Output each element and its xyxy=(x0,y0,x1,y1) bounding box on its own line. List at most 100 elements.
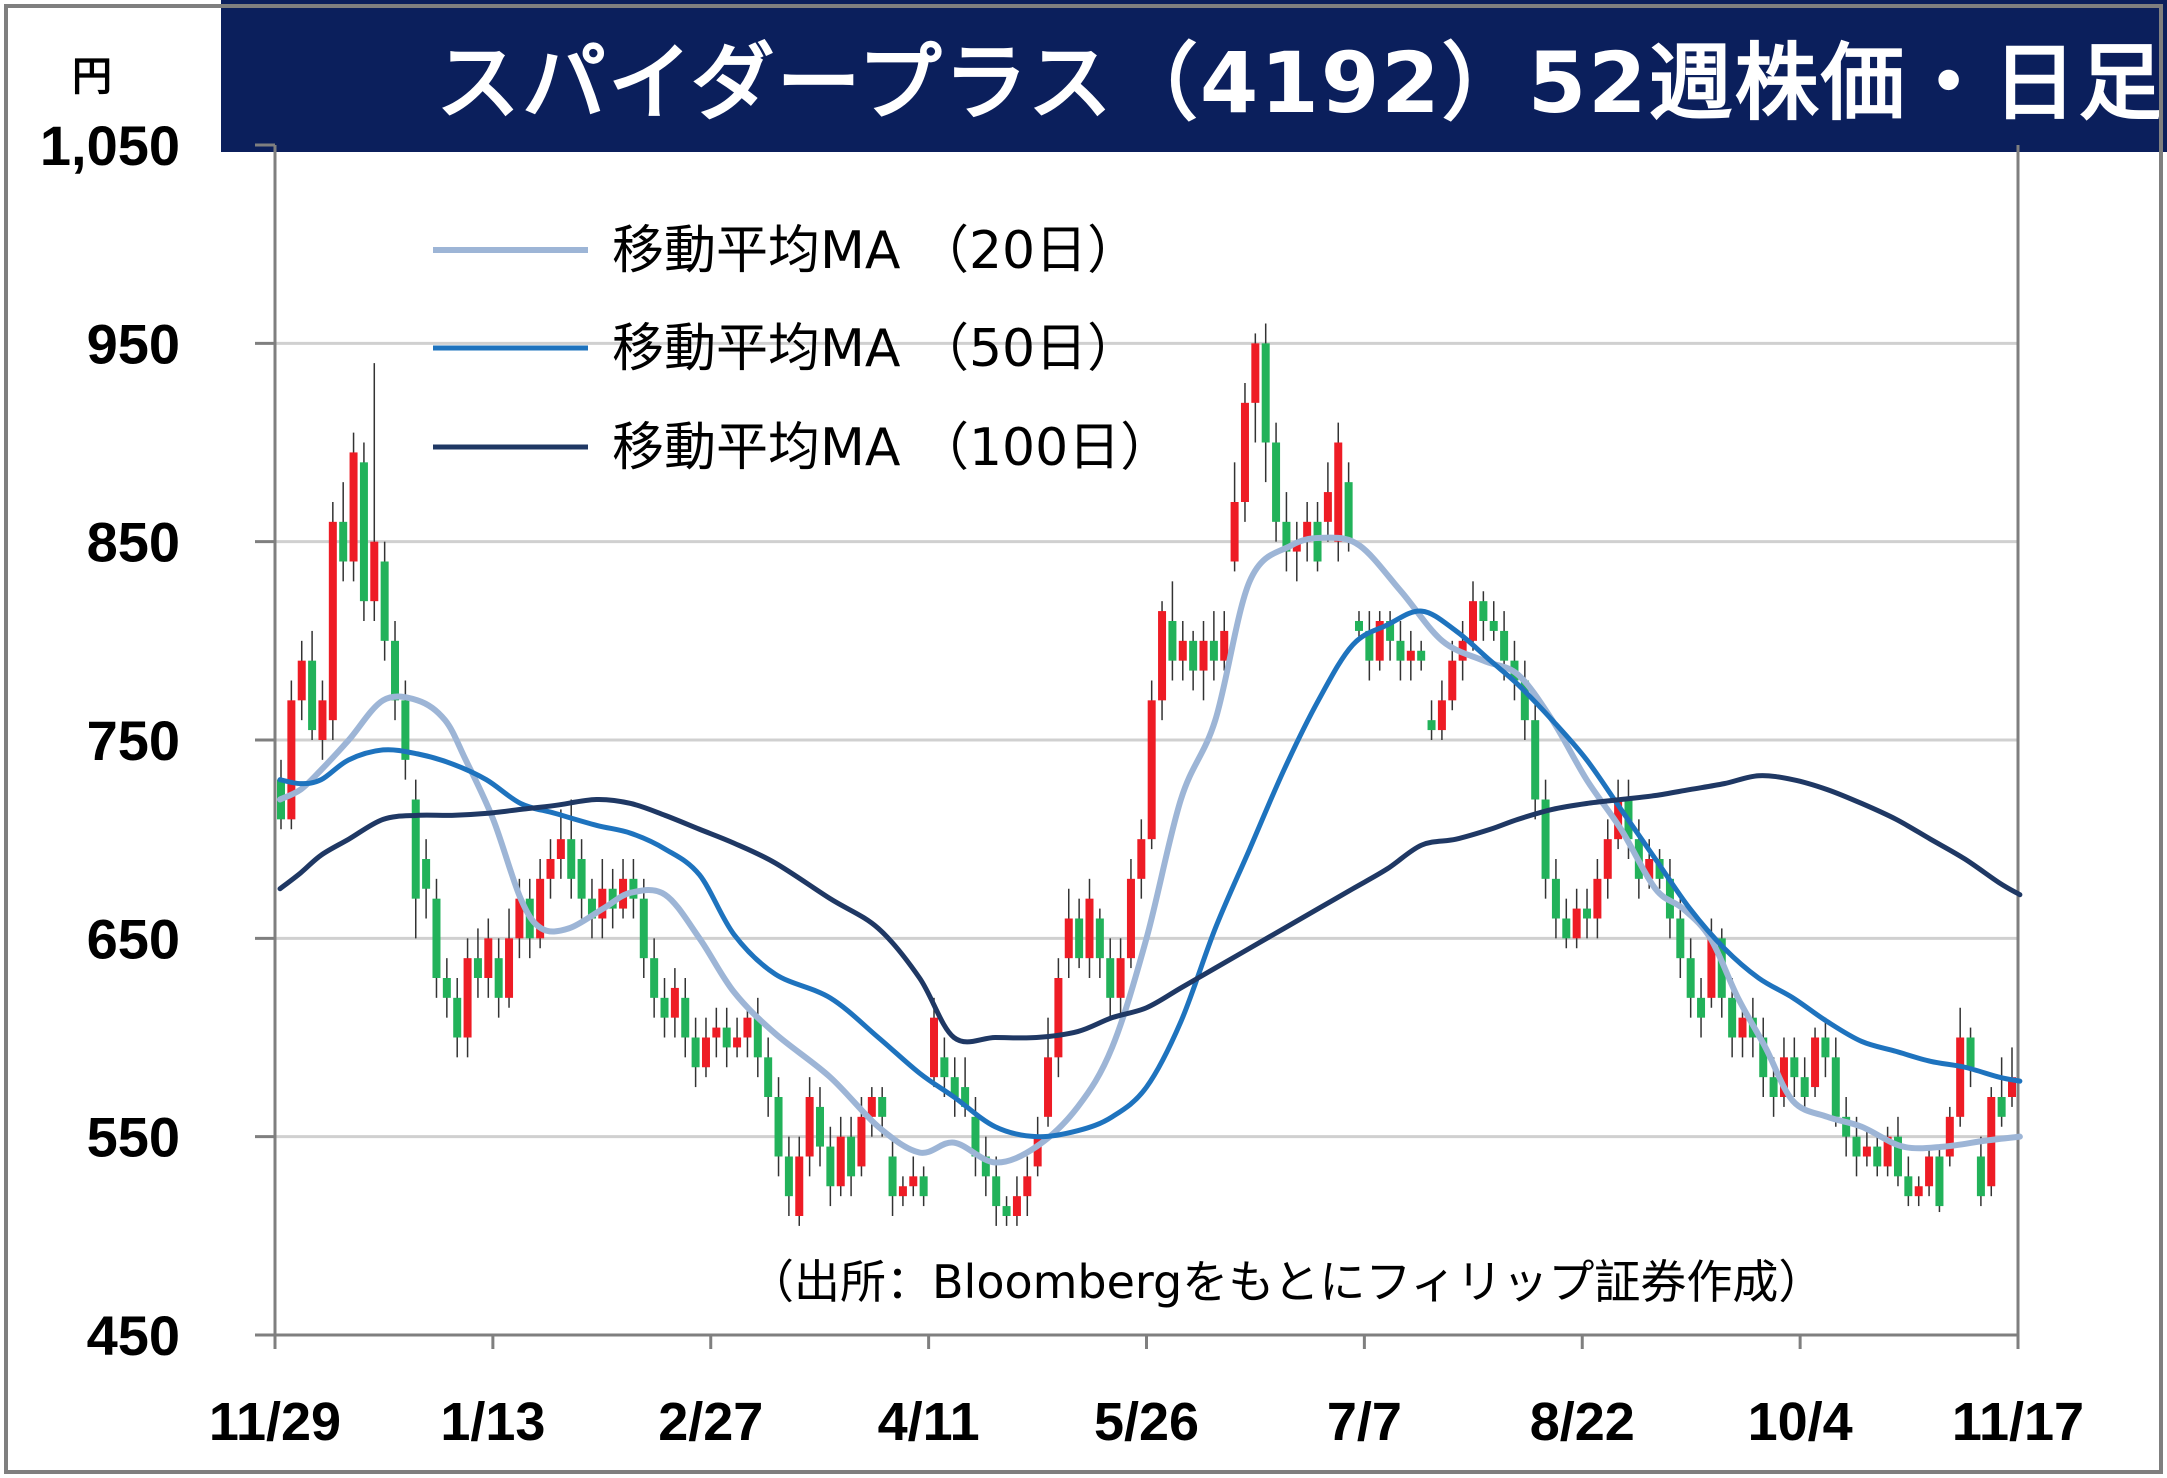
candle-body xyxy=(784,1156,793,1197)
candle-body xyxy=(1769,1077,1778,1097)
candle-body xyxy=(743,1017,752,1038)
candle-body xyxy=(556,839,565,859)
x-tick-label: 11/17 xyxy=(1952,1392,2084,1452)
gridlines xyxy=(275,341,2018,1139)
candle-body xyxy=(712,1027,721,1038)
candle-body xyxy=(857,1116,866,1167)
y-tick-label: 950 xyxy=(87,312,180,375)
candle-body xyxy=(1334,442,1343,542)
ma-line xyxy=(277,608,2023,1140)
candle-body xyxy=(1831,1057,1840,1117)
candle-body xyxy=(930,1017,939,1078)
y-tick-label: 750 xyxy=(87,709,180,772)
candle-body xyxy=(297,660,306,701)
candle-body xyxy=(1904,1176,1913,1197)
candle-body xyxy=(971,1116,980,1157)
candle-body xyxy=(722,1027,731,1048)
candle-body xyxy=(1583,908,1592,919)
candle-body xyxy=(1292,541,1301,552)
candle-body xyxy=(815,1106,824,1147)
candle-body xyxy=(1925,1156,1934,1187)
candle-body xyxy=(1313,521,1322,562)
candle-body xyxy=(1479,601,1488,621)
candle-body xyxy=(764,1057,773,1097)
candle-body xyxy=(1489,621,1498,631)
candle-body xyxy=(536,878,545,939)
unit-label: 円 xyxy=(72,54,112,100)
candle-body xyxy=(370,541,379,602)
candle-body xyxy=(287,700,296,820)
candle-body xyxy=(401,700,410,760)
candle-body xyxy=(1375,621,1384,661)
candle-body xyxy=(1842,1116,1851,1137)
candle-body xyxy=(1220,630,1229,661)
candle-body xyxy=(940,1057,949,1078)
candle-body xyxy=(422,859,431,889)
candle-body xyxy=(1945,1116,1954,1157)
candle-body xyxy=(992,1176,1001,1207)
candle-body xyxy=(1821,1037,1830,1058)
candle-body xyxy=(1240,402,1249,502)
candle-body xyxy=(836,1136,845,1187)
candle-body xyxy=(1168,621,1177,661)
candle-body xyxy=(1147,700,1156,840)
y-tick-label: 650 xyxy=(87,907,180,970)
candle-body xyxy=(961,1087,970,1107)
candle-body xyxy=(1033,1136,1042,1167)
candle-body xyxy=(847,1136,856,1177)
candle-body xyxy=(1520,680,1529,721)
candle-body xyxy=(1790,1057,1799,1078)
candle-body xyxy=(670,987,679,1018)
y-tick-label: 1,050 xyxy=(40,114,180,177)
x-tick-label: 10/4 xyxy=(1748,1392,1853,1452)
candle-body xyxy=(587,898,596,919)
candle-body xyxy=(1448,660,1457,701)
candle-body xyxy=(1354,621,1363,631)
candle-body xyxy=(691,1037,700,1068)
candle-body xyxy=(1209,640,1218,661)
candle-body xyxy=(349,452,358,562)
candle-body xyxy=(359,462,368,602)
candle-body xyxy=(1002,1206,1011,1216)
y-tick-label: 850 xyxy=(87,511,180,574)
candle-body xyxy=(1811,1037,1820,1088)
candle-body xyxy=(1645,859,1654,879)
candle-body xyxy=(1417,650,1426,661)
candle-body xyxy=(826,1146,835,1187)
candle-body xyxy=(629,878,638,899)
x-tick-label: 1/13 xyxy=(440,1392,545,1452)
candle-body xyxy=(1106,958,1115,998)
y-axis: 1,050 950 850 750 650 550 450 xyxy=(40,114,2020,1367)
candle-body xyxy=(950,1077,959,1097)
candle-body xyxy=(1189,640,1198,671)
candle-body xyxy=(1593,878,1602,919)
candle-body xyxy=(701,1037,710,1068)
candle-body xyxy=(1137,839,1146,879)
source-note: （出所：Bloombergをもとにフィリップ証券作成） xyxy=(748,1255,1824,1309)
candle-body xyxy=(1386,621,1395,641)
candle-body xyxy=(411,799,420,899)
candle-body xyxy=(494,958,503,998)
candle-body xyxy=(484,938,493,978)
candle-body xyxy=(339,521,348,562)
candle-body xyxy=(1531,720,1540,800)
candle-body xyxy=(681,997,690,1038)
ma-line xyxy=(277,773,2023,1045)
candle-body xyxy=(1323,492,1332,522)
candle-body xyxy=(1012,1196,1021,1216)
x-axis: 11/29 1/13 2/27 4/11 5/26 7/7 8/22 10/4 11/17 xyxy=(209,1333,2084,1452)
candle-body xyxy=(308,660,317,731)
candle-body xyxy=(473,958,482,978)
candle-body xyxy=(1064,918,1073,959)
candle-body xyxy=(1158,611,1167,701)
candle-body xyxy=(1365,630,1374,661)
candle-body xyxy=(650,958,659,998)
candle-body xyxy=(1126,878,1135,959)
chart-title: スパイダープラス（4192）52週株価・日足 xyxy=(436,33,2165,132)
candlesticks xyxy=(277,323,2016,1226)
candle-body xyxy=(380,561,389,641)
candle-body xyxy=(1437,700,1446,731)
candle-body xyxy=(867,1097,876,1117)
y-tick-label: 550 xyxy=(87,1106,180,1169)
